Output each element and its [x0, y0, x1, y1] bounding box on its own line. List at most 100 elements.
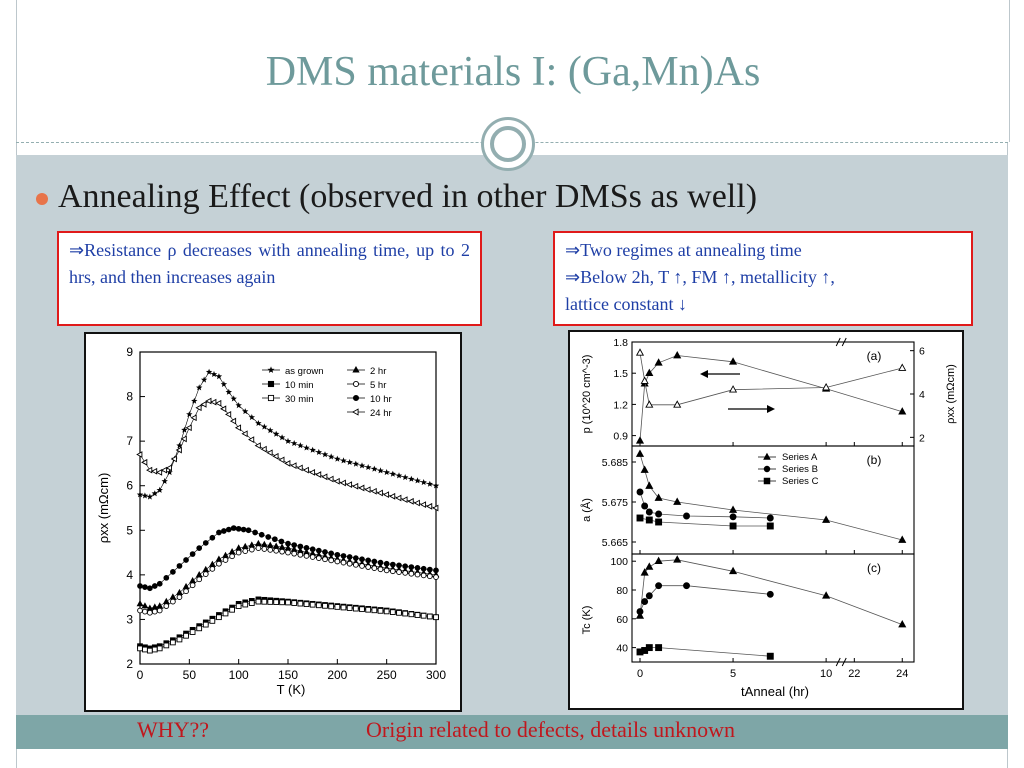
data-point — [340, 604, 347, 611]
data-point — [260, 445, 267, 453]
legend-marker — [763, 452, 771, 460]
data-point — [365, 464, 372, 470]
data-point — [222, 610, 229, 617]
series-line — [639, 355, 903, 441]
data-point — [308, 468, 316, 476]
legend-label: 2 hr — [370, 366, 386, 377]
data-point — [377, 566, 384, 573]
data-point — [189, 582, 196, 589]
data-point — [352, 561, 359, 568]
data-point — [297, 600, 304, 607]
data-point — [180, 435, 187, 443]
legend-marker — [352, 394, 360, 402]
data-point — [383, 567, 390, 574]
data-point — [419, 501, 427, 509]
data-point — [166, 469, 173, 476]
data-point — [352, 460, 359, 467]
y-tick-label: 9 — [126, 345, 133, 359]
data-point — [641, 502, 649, 510]
y-tick-label: 60 — [616, 614, 628, 626]
data-point — [365, 564, 372, 570]
data-point — [273, 599, 280, 605]
data-point — [640, 376, 649, 384]
data-point — [636, 514, 644, 522]
data-point — [303, 553, 310, 559]
data-point — [408, 570, 415, 577]
data-point — [654, 556, 663, 565]
data-point — [136, 491, 144, 498]
anneal-chart: 0 5 10 22 240.91.21.51.82465.6655.6755.68540… — [580, 337, 957, 699]
data-point — [420, 612, 427, 619]
panel-label: (b) — [867, 453, 882, 467]
data-point — [196, 384, 203, 391]
data-point — [137, 583, 143, 589]
panel-c-ylabel: Tc (K) — [581, 606, 593, 635]
data-point — [729, 522, 737, 530]
x-axis-label: T (K) — [277, 682, 306, 697]
x-tick-label: 100 — [229, 668, 249, 682]
legend-label: 5 hr — [370, 380, 386, 391]
data-point — [235, 549, 242, 556]
data-point — [267, 427, 274, 434]
data-point — [156, 607, 163, 614]
axis-break — [841, 657, 847, 667]
data-point — [222, 551, 229, 558]
data-point — [322, 556, 328, 563]
data-point — [176, 563, 183, 569]
data-point — [225, 388, 232, 395]
data-point — [267, 547, 274, 553]
y-tick-label: 3 — [126, 612, 133, 626]
data-point — [383, 608, 390, 615]
data-point — [898, 363, 907, 371]
data-point — [142, 646, 148, 653]
data-point — [645, 481, 654, 489]
data-point — [163, 574, 170, 581]
data-point — [396, 569, 402, 575]
data-point — [328, 603, 335, 610]
x-axis-label: tAnneal (hr) — [741, 684, 809, 699]
data-point — [202, 565, 210, 573]
x-tick-label: 50 — [183, 668, 197, 682]
data-point — [401, 496, 408, 504]
series-line — [639, 585, 771, 612]
data-point — [169, 593, 177, 600]
data-point — [147, 585, 153, 592]
data-point — [402, 570, 409, 576]
data-point — [291, 440, 298, 447]
data-point — [137, 645, 143, 652]
data-point — [196, 625, 203, 632]
data-point — [142, 608, 148, 615]
bullet-item: Annealing Effect (observed in other DMSs… — [36, 178, 757, 216]
data-point — [146, 466, 153, 474]
data-point — [189, 629, 196, 635]
data-point — [252, 529, 258, 536]
bullet-text: Annealing Effect (observed in other DMSs… — [58, 178, 758, 215]
data-point — [426, 502, 433, 510]
data-point — [191, 397, 198, 404]
data-point — [377, 607, 384, 614]
series-line — [639, 352, 903, 406]
data-point — [183, 588, 189, 595]
data-point — [189, 576, 197, 584]
data-point — [389, 470, 396, 477]
y-tick-label: 80 — [616, 585, 628, 597]
data-point — [273, 430, 280, 437]
data-point — [200, 400, 207, 408]
data-point — [291, 600, 298, 606]
data-point — [334, 455, 341, 462]
data-point — [147, 647, 153, 654]
data-point — [340, 559, 347, 566]
data-point — [414, 612, 421, 618]
axis-break — [835, 337, 841, 347]
data-point — [420, 572, 427, 579]
data-point — [229, 553, 235, 560]
data-point — [433, 614, 439, 621]
data-point — [208, 560, 216, 567]
data-point — [137, 607, 143, 614]
data-point — [334, 558, 341, 565]
data-point — [297, 551, 304, 558]
data-point — [255, 420, 262, 426]
data-point — [248, 546, 255, 553]
data-point — [371, 607, 378, 614]
data-point — [321, 451, 329, 458]
